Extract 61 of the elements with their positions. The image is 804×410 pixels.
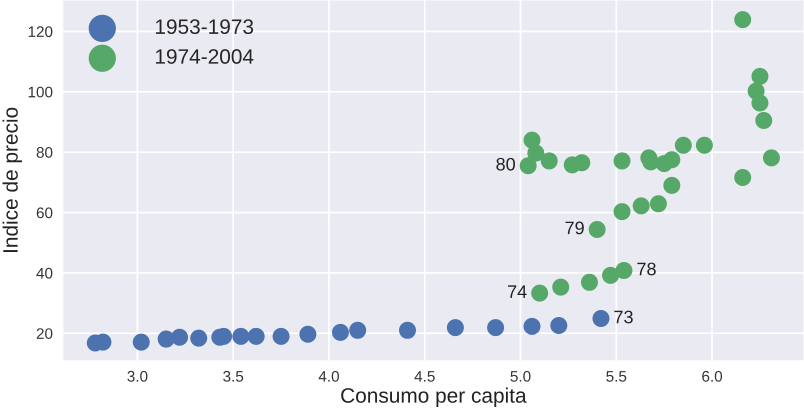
x-axis-title: Consumo per capita (341, 388, 527, 407)
point (524, 132, 541, 149)
point (755, 112, 772, 129)
point (190, 330, 208, 347)
point (132, 334, 150, 351)
point (588, 220, 606, 238)
point (734, 11, 752, 28)
point (332, 324, 349, 341)
x-tick-label: 4.0 (318, 370, 339, 382)
point (487, 319, 504, 336)
y-tick-label: 40 (36, 268, 52, 279)
point (734, 169, 752, 186)
point (580, 274, 598, 291)
y-axis-title: Indice de precio (2, 108, 22, 252)
x-tick-label: 5.5 (606, 371, 626, 382)
point (663, 176, 680, 194)
point (349, 322, 366, 339)
y-tick-label: 60 (36, 207, 52, 218)
point (674, 136, 692, 154)
point (171, 328, 188, 346)
point (524, 318, 541, 335)
point (552, 278, 570, 296)
point (299, 326, 316, 343)
annotation: 74 (508, 285, 527, 298)
annotation: 79 (565, 222, 584, 234)
point (550, 316, 568, 334)
y-tick-label: 20 (36, 328, 52, 340)
point (696, 136, 713, 154)
point (272, 328, 290, 345)
point (540, 152, 558, 170)
point (663, 151, 680, 168)
y-tick-label: 80 (36, 147, 52, 158)
point (592, 310, 610, 328)
point (520, 157, 537, 174)
point (614, 203, 631, 220)
x-tick-label: 3.5 (223, 370, 244, 382)
point (614, 152, 631, 170)
point (650, 195, 667, 212)
y-tick-label: 120 (28, 26, 52, 38)
point (398, 322, 416, 339)
point (615, 262, 632, 280)
x-tick-label: 5.0 (510, 370, 531, 382)
point (232, 328, 250, 345)
point (751, 94, 768, 112)
legend-label: 1953-1973 (156, 19, 254, 34)
point (762, 149, 780, 166)
x-tick-label: 3.0 (127, 370, 148, 382)
annotation: 80 (496, 158, 515, 171)
legend-label: 1974-2004 (156, 49, 254, 64)
point (531, 284, 548, 302)
x-tick-label: 4.5 (414, 371, 435, 382)
point (446, 319, 464, 336)
point (527, 144, 544, 162)
point (632, 197, 650, 214)
point (602, 266, 620, 284)
x-tick-label: 6.0 (702, 370, 722, 382)
annotation: 73 (614, 310, 633, 324)
point (751, 68, 768, 85)
annotation: 78 (637, 262, 656, 276)
point (248, 328, 265, 345)
y-tick-label: 100 (28, 86, 52, 98)
